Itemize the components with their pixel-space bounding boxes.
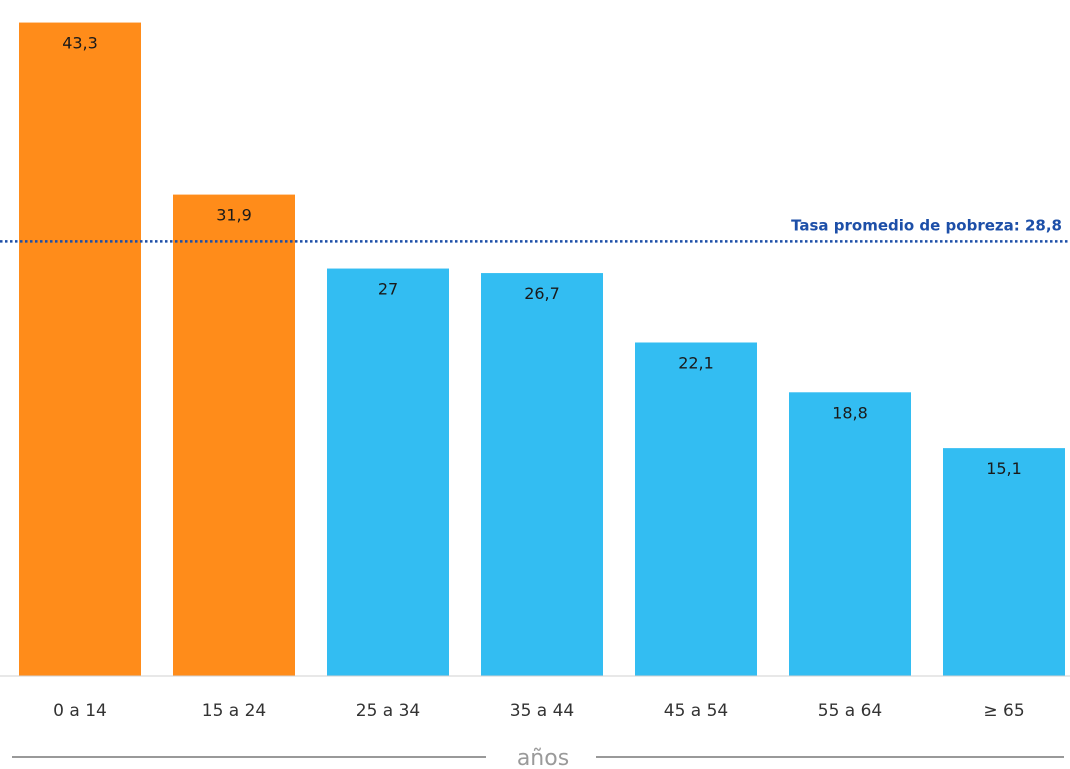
bar-value-label-3: 26,7 xyxy=(524,284,560,303)
bar-0 xyxy=(19,22,141,676)
bar-4 xyxy=(635,342,757,676)
bar-6 xyxy=(943,448,1065,676)
bar-5 xyxy=(789,392,911,676)
category-labels: 0 a 14 15 a 24 25 a 34 35 a 44 45 a 54 55 a 6… xyxy=(53,701,1024,721)
category-label-3: 35 a 44 xyxy=(510,701,575,721)
category-label-1: 15 a 24 xyxy=(202,701,267,721)
category-label-4: 45 a 54 xyxy=(664,701,729,721)
category-label-6: ≥ 65 xyxy=(983,701,1024,721)
bars-layer: 43,3 31,9 27 26,7 22,1 18,8 15,1 xyxy=(19,22,1065,676)
bar-value-label-1: 31,9 xyxy=(216,206,252,225)
bar-value-label-0: 43,3 xyxy=(62,34,98,53)
category-label-0: 0 a 14 xyxy=(53,701,107,721)
bar-2 xyxy=(327,268,449,676)
bar-value-label-4: 22,1 xyxy=(678,353,714,372)
category-label-5: 55 a 64 xyxy=(818,701,883,721)
x-axis-title: años xyxy=(517,746,569,769)
bar-value-label-2: 27 xyxy=(378,280,398,299)
bar-1 xyxy=(173,194,295,676)
average-line-label: Tasa promedio de pobreza: 28,8 xyxy=(791,216,1062,234)
category-label-2: 25 a 34 xyxy=(356,701,421,721)
bar-3 xyxy=(481,273,603,676)
bar-value-label-6: 15,1 xyxy=(986,459,1022,478)
bar-value-label-5: 18,8 xyxy=(832,403,868,422)
x-axis-title-group: años xyxy=(12,746,1064,769)
average-line-layer: Tasa promedio de pobreza: 28,8 xyxy=(0,216,1070,243)
